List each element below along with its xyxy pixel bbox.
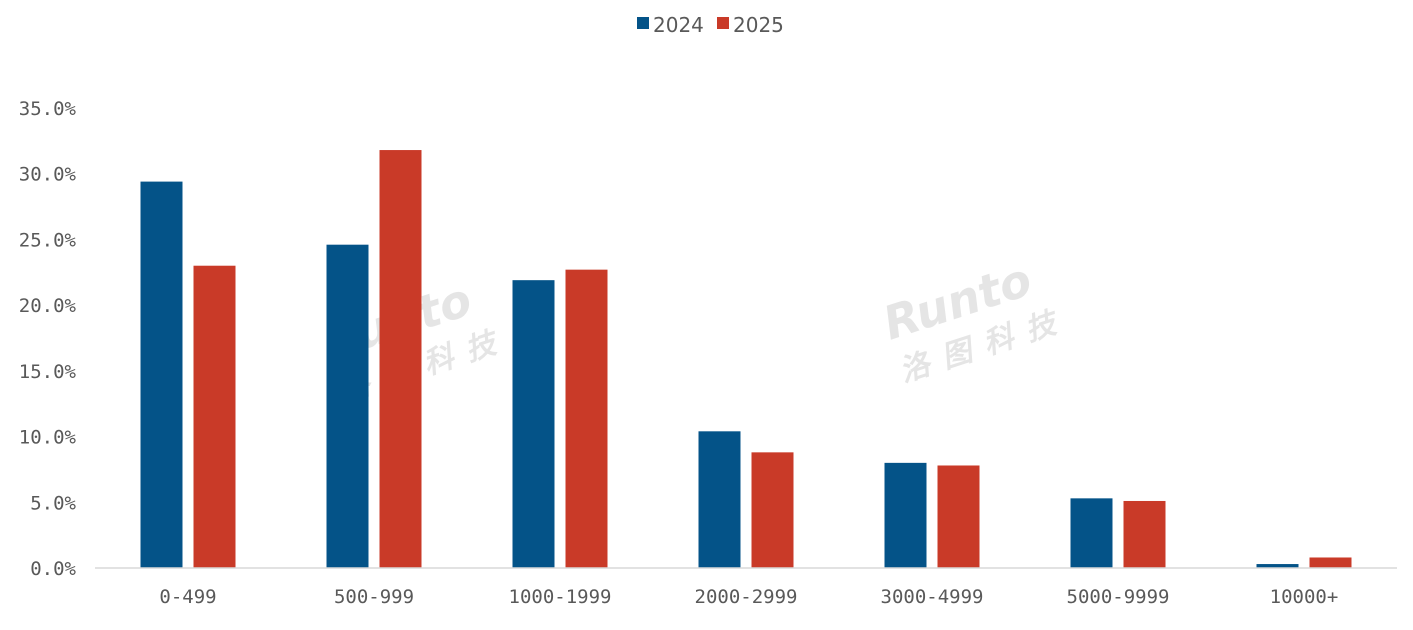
- y-tick-label: 30.0%: [19, 164, 77, 186]
- bar-2024-2000-2999: [698, 431, 741, 568]
- bar-2025-10000+: [1309, 557, 1352, 568]
- bar-2025-1000-1999: [565, 269, 608, 568]
- legend-label-2024: 2024: [653, 13, 704, 37]
- watermarks: Runto洛图科技Runto洛图科技: [317, 252, 1074, 409]
- x-tick-label: 10000+: [1270, 586, 1339, 608]
- bar-2025-500-999: [379, 150, 422, 569]
- legend-swatch-2025: [717, 17, 729, 29]
- legend: 2024 2025: [637, 13, 784, 37]
- bar-2025-3000-4999: [937, 465, 980, 568]
- x-tick-label: 5000-9999: [1067, 586, 1170, 608]
- y-axis-ticks: 0.0% 5.0% 10.0% 15.0% 20.0% 25.0% 30.0% 35.0%: [19, 98, 77, 580]
- bar-2024-3000-4999: [884, 462, 927, 568]
- bar-2025-2000-2999: [751, 452, 794, 568]
- x-tick-label: 500-999: [334, 586, 414, 608]
- x-axis-ticks: 0-499 500-999 1000-1999 2000-2999 3000-4999 5…: [159, 586, 1338, 608]
- legend-swatch-2024: [637, 17, 649, 29]
- y-tick-label: 5.0%: [30, 492, 76, 514]
- y-tick-label: 15.0%: [19, 361, 77, 383]
- y-tick-label: 0.0%: [30, 558, 76, 580]
- y-tick-label: 20.0%: [19, 295, 77, 317]
- bars: [140, 150, 1352, 569]
- bar-2024-5000-9999: [1070, 498, 1113, 568]
- x-tick-label: 3000-4999: [881, 586, 984, 608]
- bar-2024-0-499: [140, 181, 183, 568]
- x-tick-label: 2000-2999: [695, 586, 798, 608]
- bar-2024-10000+: [1256, 564, 1299, 568]
- x-tick-label: 0-499: [159, 586, 216, 608]
- y-tick-label: 10.0%: [19, 427, 77, 449]
- bar-2024-500-999: [326, 244, 369, 568]
- bar-2025-0-499: [193, 265, 236, 568]
- x-tick-label: 1000-1999: [509, 586, 612, 608]
- y-tick-label: 25.0%: [19, 229, 77, 251]
- legend-label-2025: 2025: [733, 13, 784, 37]
- y-tick-label: 35.0%: [19, 98, 77, 120]
- bar-2025-5000-9999: [1123, 500, 1166, 568]
- bar-2024-1000-1999: [512, 280, 555, 568]
